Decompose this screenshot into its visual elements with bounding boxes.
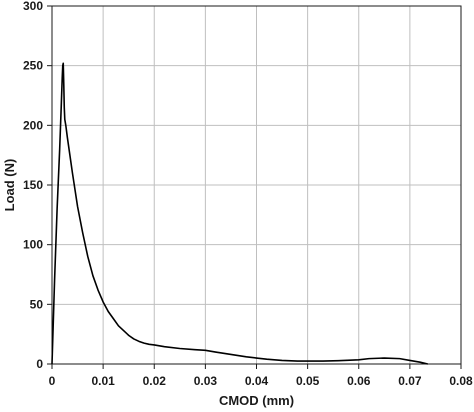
x-tick-label: 0.03	[194, 374, 218, 388]
y-tick-label: 100	[23, 238, 43, 252]
y-tick-label: 300	[23, 0, 43, 13]
grid-lines	[52, 6, 461, 364]
x-tick-label: 0.06	[347, 374, 371, 388]
axis-ticks: 0 0.01 0.02 0.03 0.04 0.05 0.06 0.07 0.08 0 50 100 1…	[23, 0, 473, 388]
y-tick-label: 0	[36, 357, 43, 371]
y-tick-label: 150	[23, 178, 43, 192]
x-tick-label: 0.01	[91, 374, 115, 388]
x-tick-label: 0.02	[143, 374, 167, 388]
y-axis-title: Load (N)	[2, 159, 17, 212]
x-tick-label: 0.04	[245, 374, 269, 388]
y-tick-label: 250	[23, 59, 43, 73]
x-axis-title: CMOD (mm)	[219, 393, 294, 408]
load-cmod-curve	[51, 62, 428, 365]
x-tick-label: 0.07	[398, 374, 422, 388]
y-tick-label: 50	[30, 297, 44, 311]
x-tick-label: 0	[49, 374, 56, 388]
x-tick-label: 0.08	[449, 374, 473, 388]
x-tick-label: 0.05	[296, 374, 320, 388]
y-tick-label: 200	[23, 118, 43, 132]
